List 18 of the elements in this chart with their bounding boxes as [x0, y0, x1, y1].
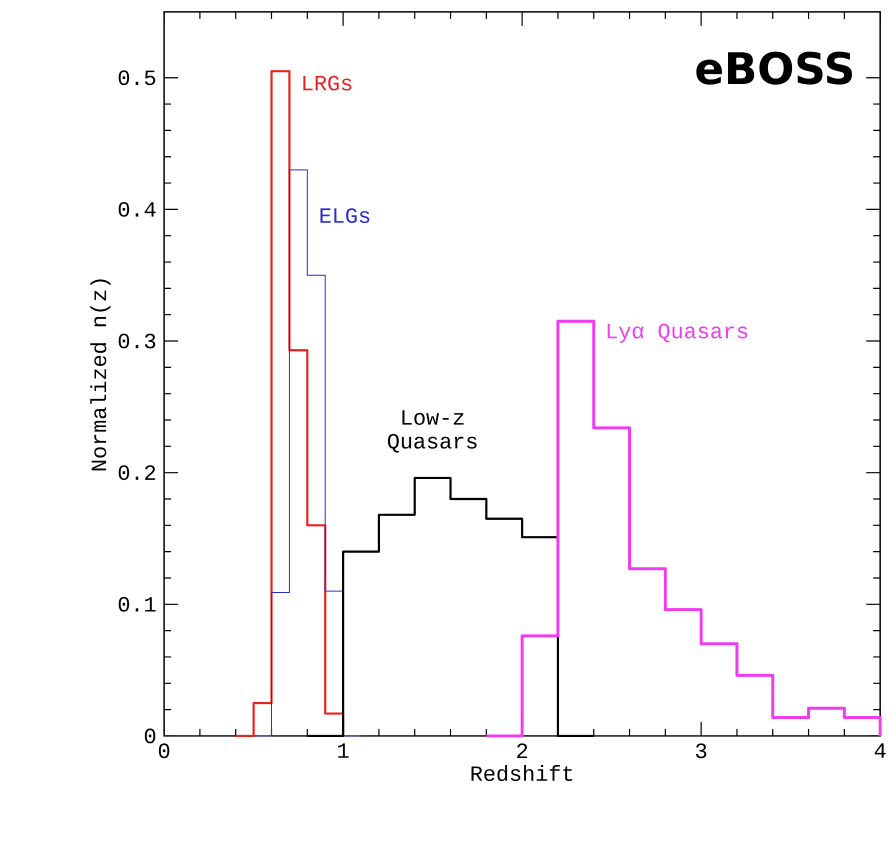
annotation: eBOSS [696, 51, 852, 84]
x-tick-label: 2 [517, 743, 528, 758]
y-tick-label: 0.1 [118, 596, 156, 612]
y-axis-title: Normalized n(z) [90, 279, 111, 470]
x-tick-label: 1 [338, 743, 349, 758]
series-label: Low-z Quasars [388, 410, 477, 452]
series-label: LRGs [303, 76, 352, 90]
series-label: ELGs [320, 208, 370, 223]
x-axis-title: Redshift [472, 764, 572, 781]
y-tick-label: 0.2 [118, 465, 156, 480]
y-tick-label: 0 [144, 728, 156, 744]
series-label: Lyα Quasars [608, 323, 748, 343]
x-tick-label: 4 [874, 743, 886, 758]
x-tick-label: 3 [696, 743, 706, 758]
y-tick-label: 0.5 [118, 70, 156, 85]
y-tick-label: 0.3 [118, 333, 156, 348]
x-tick-label: 0 [158, 743, 170, 758]
y-tick-label: 0.4 [118, 202, 156, 217]
